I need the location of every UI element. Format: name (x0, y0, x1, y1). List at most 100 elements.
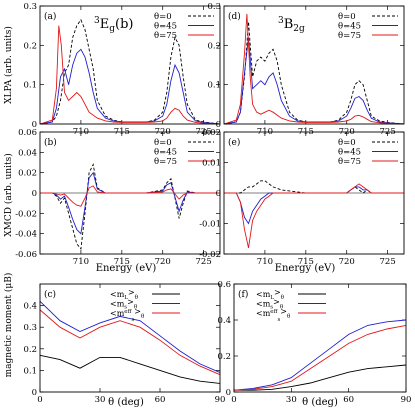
legend-label-part: < (110, 300, 117, 309)
legend-label-part: s (131, 317, 134, 323)
legend-label-part: θ (280, 305, 284, 311)
panel-label: (d) (228, 11, 241, 22)
y-tick-label: 0.06 (18, 128, 37, 138)
legend-label-part: θ (141, 314, 145, 320)
plot-frame (39, 5, 221, 125)
theta-xlabel-left: θ (deg) (108, 397, 144, 408)
legend-label: θ=45 (154, 148, 177, 158)
legend-label-part: s (124, 305, 127, 311)
legend-label-part: > (273, 298, 280, 307)
legend-label-part: eff (124, 309, 132, 315)
x-tick-label: 725 (196, 257, 212, 267)
series-line-c-2 (39, 309, 221, 376)
x-tick-label: 90 (401, 395, 412, 405)
y-tick-label: 0.1 (23, 366, 37, 376)
legend: θ=0θ=45θ=75 (154, 12, 214, 41)
y-tick-label: 0.01 (202, 159, 221, 169)
legend: θ=0θ=45θ=75 (338, 138, 398, 167)
plot-frame (223, 131, 405, 255)
legend-label: <ms>θ (256, 298, 284, 311)
series-line-c-0 (39, 354, 221, 384)
x-tick-label: 60 (155, 395, 166, 405)
legend-label-part: m (117, 309, 125, 318)
y-tick-label: 0.4 (217, 316, 231, 326)
legend-label: θ=75 (154, 31, 177, 41)
series-line-a-2 (39, 25, 221, 125)
series-line-a-0 (39, 18, 221, 125)
series-line-b-2 (40, 185, 220, 207)
x-tick-label: 30 (95, 395, 106, 405)
legend-label-part: < (110, 309, 117, 318)
legend-label-part: s (277, 317, 280, 323)
xas-ylabel: XLPA (arb. units) (3, 26, 14, 104)
state-title-part: (b) (115, 17, 133, 32)
legend-label-part: > (128, 288, 135, 297)
legend-label: <meffs>θ (256, 307, 291, 323)
legend-label-part: eff (270, 309, 278, 315)
legend-label: θ=45 (338, 22, 361, 32)
legend-label: θ=0 (338, 138, 356, 148)
legend-label-part: s (270, 305, 273, 311)
x-tick-label: 0 (231, 395, 236, 405)
x-tick-label: 30 (286, 395, 297, 405)
x-tick-label: 720 (339, 257, 355, 267)
legend-label-part: < (256, 290, 263, 299)
y-tick-label: 0.2 (23, 345, 37, 355)
x-tick-label: 60 (343, 395, 354, 405)
y-ticks: 0 0.1 0.2 0.3 0.4 (23, 302, 220, 398)
legend-label: θ=0 (338, 12, 356, 22)
legend-label-part: θ (134, 305, 138, 311)
legend-label: θ=75 (338, 31, 361, 41)
energy-xlabel-right: Energy (eV) (275, 263, 336, 274)
x-tick-label: 90 (215, 395, 226, 405)
panel-label: (c) (44, 289, 56, 300)
x-tick-label: 710 (257, 257, 273, 267)
legend-label-part: < (256, 300, 263, 309)
legend-label: θ=75 (338, 157, 361, 167)
y-tick-label: 0.1 (207, 81, 221, 91)
x-tick-label: 0 (37, 395, 42, 405)
legend-label: <meffs>θ (110, 307, 145, 323)
panel-b: 710 715 720 725 -0.06 -0.04 -0.02 0 0.02 0.04 0.06… (15, 128, 221, 267)
y-tick-label: 0 (216, 189, 221, 199)
legend-label: θ=45 (338, 148, 361, 158)
y-tick-label: 0.6 (217, 280, 231, 290)
series-line-e-0 (224, 180, 404, 194)
state-title-part: E (100, 17, 110, 32)
series-line-b-0 (40, 163, 220, 251)
legend-label-part: > (274, 288, 281, 297)
panel-label: (b) (44, 137, 57, 148)
x-tick-label: 720 (155, 257, 171, 267)
series-line-a-1 (39, 48, 221, 125)
y-tick-label: -0.02 (199, 250, 221, 260)
series-line-e-1 (224, 186, 404, 225)
x-ticks: 710 715 720 725 (257, 132, 396, 267)
legend-label: <ms>θ (110, 298, 138, 311)
y-tick-label: 0 (226, 388, 231, 398)
plot-frame (39, 283, 221, 393)
y-tick-label: -0.02 (15, 209, 37, 219)
legend-label: <mL>θ (110, 288, 139, 301)
series-line-f-0 (234, 364, 407, 391)
series-line-e-2 (224, 183, 404, 248)
state-title: 3Eg(b) (94, 16, 133, 34)
legend-label-part: L (270, 295, 274, 301)
series-line-d-1 (223, 37, 405, 125)
plot-frame (233, 283, 407, 393)
y-tick-label: 0 (32, 388, 37, 398)
state-title-part: g (109, 24, 115, 34)
y-tick-label: 0 (32, 120, 37, 130)
panel-label: (a) (44, 11, 56, 22)
legend-label: θ=45 (154, 22, 177, 32)
panel-label: (f) (238, 289, 248, 300)
legend: θ=0θ=45θ=75 (154, 138, 214, 167)
legend: <mL>θ<ms>θ<meffs>θ (256, 288, 326, 323)
legend-label-part: θ (281, 295, 285, 301)
y-tick-label: 0.2 (207, 41, 221, 51)
xmcd-ylabel: XMCD (arb. units) (3, 153, 14, 236)
plot-frame (39, 131, 221, 255)
